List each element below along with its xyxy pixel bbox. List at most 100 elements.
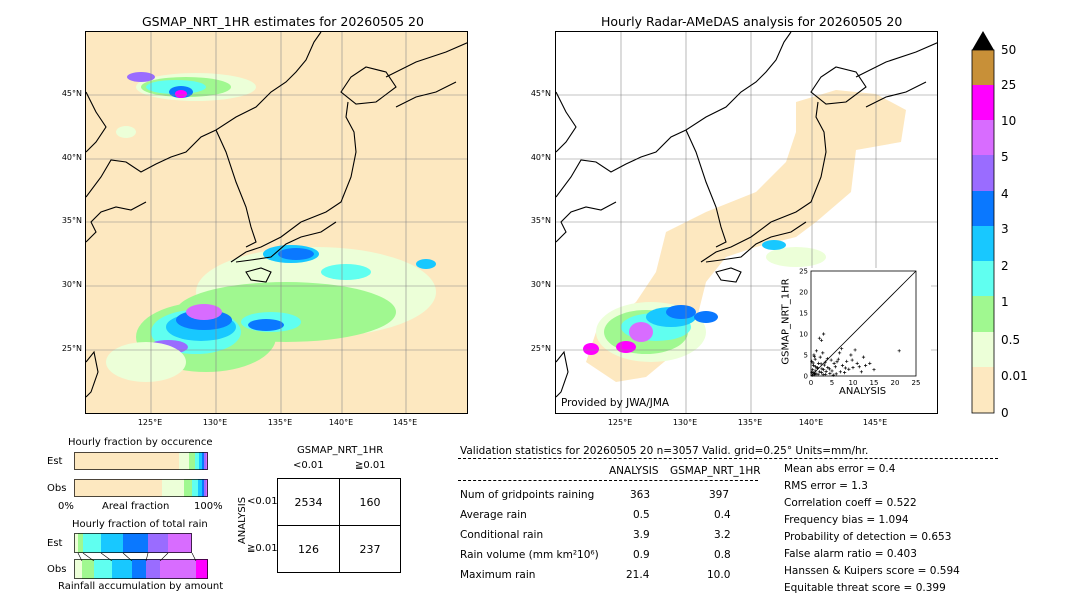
validation-row-gsmap: 10.0 xyxy=(707,569,731,581)
right-lon-label: 125°E xyxy=(607,418,633,427)
scatter-point xyxy=(831,373,835,377)
left-lat-label: 45°N xyxy=(61,89,82,98)
scatter-point xyxy=(819,338,824,342)
validation-row-label: Conditional rain xyxy=(460,529,544,541)
total-rain-footer: Rainfall accumulation by amount xyxy=(58,581,224,592)
scatter-point xyxy=(830,369,834,373)
scatter-point xyxy=(843,371,847,375)
validation-row-analysis: 0.5 xyxy=(633,509,650,521)
scatter-xtick-label: 20 xyxy=(891,379,900,387)
left-lon-label: 135°E xyxy=(267,418,293,427)
scatter-point xyxy=(818,355,822,359)
scatter-ytick-label: 10 xyxy=(799,331,808,339)
scatter-point xyxy=(814,365,818,369)
scatter-point xyxy=(811,361,815,365)
scatter-point xyxy=(849,353,853,357)
scatter-point xyxy=(829,358,833,362)
scatter-ytick-label: 20 xyxy=(799,289,808,297)
scatter-point xyxy=(828,371,832,376)
scatter-point xyxy=(813,357,817,361)
scatter-point xyxy=(835,360,839,364)
left-lon-label: 130°E xyxy=(202,418,228,427)
contingency-header: GSMAP_NRT_1HR xyxy=(297,445,384,456)
colorbar-label: 25 xyxy=(1001,78,1017,92)
scatter-xtick-label: 25 xyxy=(912,379,921,387)
scatter-point xyxy=(861,355,866,359)
left-lon-label: 140°E xyxy=(328,418,354,427)
scatter-point xyxy=(826,366,830,370)
scatter-point xyxy=(840,347,844,351)
scatter-point xyxy=(825,357,829,361)
scatter-point xyxy=(812,353,816,357)
scatter-point xyxy=(810,359,814,363)
right-rain-patches xyxy=(583,90,906,382)
validation-row-analysis: 3.9 xyxy=(633,529,650,541)
right-lat-label: 35°N xyxy=(530,216,551,225)
scatter-point xyxy=(897,349,901,353)
scatter-points xyxy=(810,332,901,377)
scatter-point xyxy=(847,367,851,371)
total-rain-title: Hourly fraction of total rain xyxy=(72,519,208,530)
scatter-point xyxy=(810,373,814,377)
scatter-point xyxy=(853,348,857,352)
scatter-point xyxy=(821,351,825,355)
scatter-point xyxy=(811,363,816,368)
contingency-row-label: <0.01 xyxy=(247,496,278,507)
scatter-xtick-label: 15 xyxy=(870,379,879,387)
scatter-ytick-label: 15 xyxy=(799,310,808,318)
validation-score: False alarm ratio = 0.403 xyxy=(784,548,917,560)
validation-col-gsmap: GSMAP_NRT_1HR xyxy=(670,465,761,477)
occurrence-bar-obs xyxy=(74,479,208,497)
scatter-point xyxy=(855,361,859,365)
scatter-point xyxy=(824,372,828,376)
scatter-point xyxy=(819,362,823,366)
validation-score: RMS error = 1.3 xyxy=(784,480,868,492)
scatter-point xyxy=(857,365,861,369)
right-lat-label: 30°N xyxy=(530,280,551,289)
validation-score: Equitable threat score = 0.399 xyxy=(784,582,946,594)
scatter-point xyxy=(813,371,817,376)
scatter-point xyxy=(815,366,819,371)
scatter-point xyxy=(827,367,832,371)
left-lat-label: 25°N xyxy=(61,344,82,353)
scatter-point xyxy=(816,361,821,365)
scatter-point xyxy=(812,355,816,359)
occurrence-axis-mid: Areal fraction xyxy=(102,501,170,512)
total-rain-bar-est xyxy=(74,533,208,553)
scatter-point xyxy=(816,372,820,376)
colorbar-label: 0.5 xyxy=(1001,333,1021,347)
right-lat-label: 40°N xyxy=(530,153,551,162)
colorbar-label: 4 xyxy=(1001,187,1009,201)
scatter-point xyxy=(868,361,872,365)
scatter-ylabel: GSMAP_NRT_1HR xyxy=(780,278,792,365)
right-lat-label: 25°N xyxy=(530,344,551,353)
left-lat-label: 40°N xyxy=(61,153,82,162)
right-coastlines xyxy=(556,32,937,398)
validation-row-analysis: 21.4 xyxy=(626,569,650,581)
total-rain-row-label: Obs xyxy=(47,564,67,575)
colorbar-label: 1 xyxy=(1001,295,1009,309)
occurrence-row-label: Est xyxy=(47,456,63,467)
validation-row-analysis: 0.9 xyxy=(633,549,650,561)
map-credit: Provided by JWA/JMA xyxy=(561,397,670,409)
contingency-cell: 126 xyxy=(298,543,319,556)
validation-score: Hanssen & Kuipers score = 0.594 xyxy=(784,565,960,577)
scatter-point xyxy=(810,370,814,374)
scatter-point xyxy=(824,369,828,373)
colorbar-label: 10 xyxy=(1001,114,1017,128)
scatter-point xyxy=(851,366,855,370)
colorbar-extend-arrow xyxy=(972,31,994,50)
right-lon-label: 140°E xyxy=(798,418,824,427)
left-map-canvas xyxy=(86,32,467,413)
validation-score: Frequency bias = 1.094 xyxy=(784,514,909,526)
scatter-point xyxy=(823,360,827,364)
validation-row-analysis: 363 xyxy=(630,489,651,501)
contingency-cell: 160 xyxy=(359,496,381,509)
scatter-point xyxy=(859,370,863,374)
scatter-point xyxy=(814,349,819,353)
scatter-point xyxy=(843,366,848,370)
colorbar-label: 0 xyxy=(1001,406,1009,420)
left-map-title: GSMAP_NRT_1HR estimates for 20260505 20 xyxy=(142,14,424,29)
validation-row-label: Maximum rain xyxy=(460,569,536,581)
left-lat-label: 30°N xyxy=(61,280,82,289)
